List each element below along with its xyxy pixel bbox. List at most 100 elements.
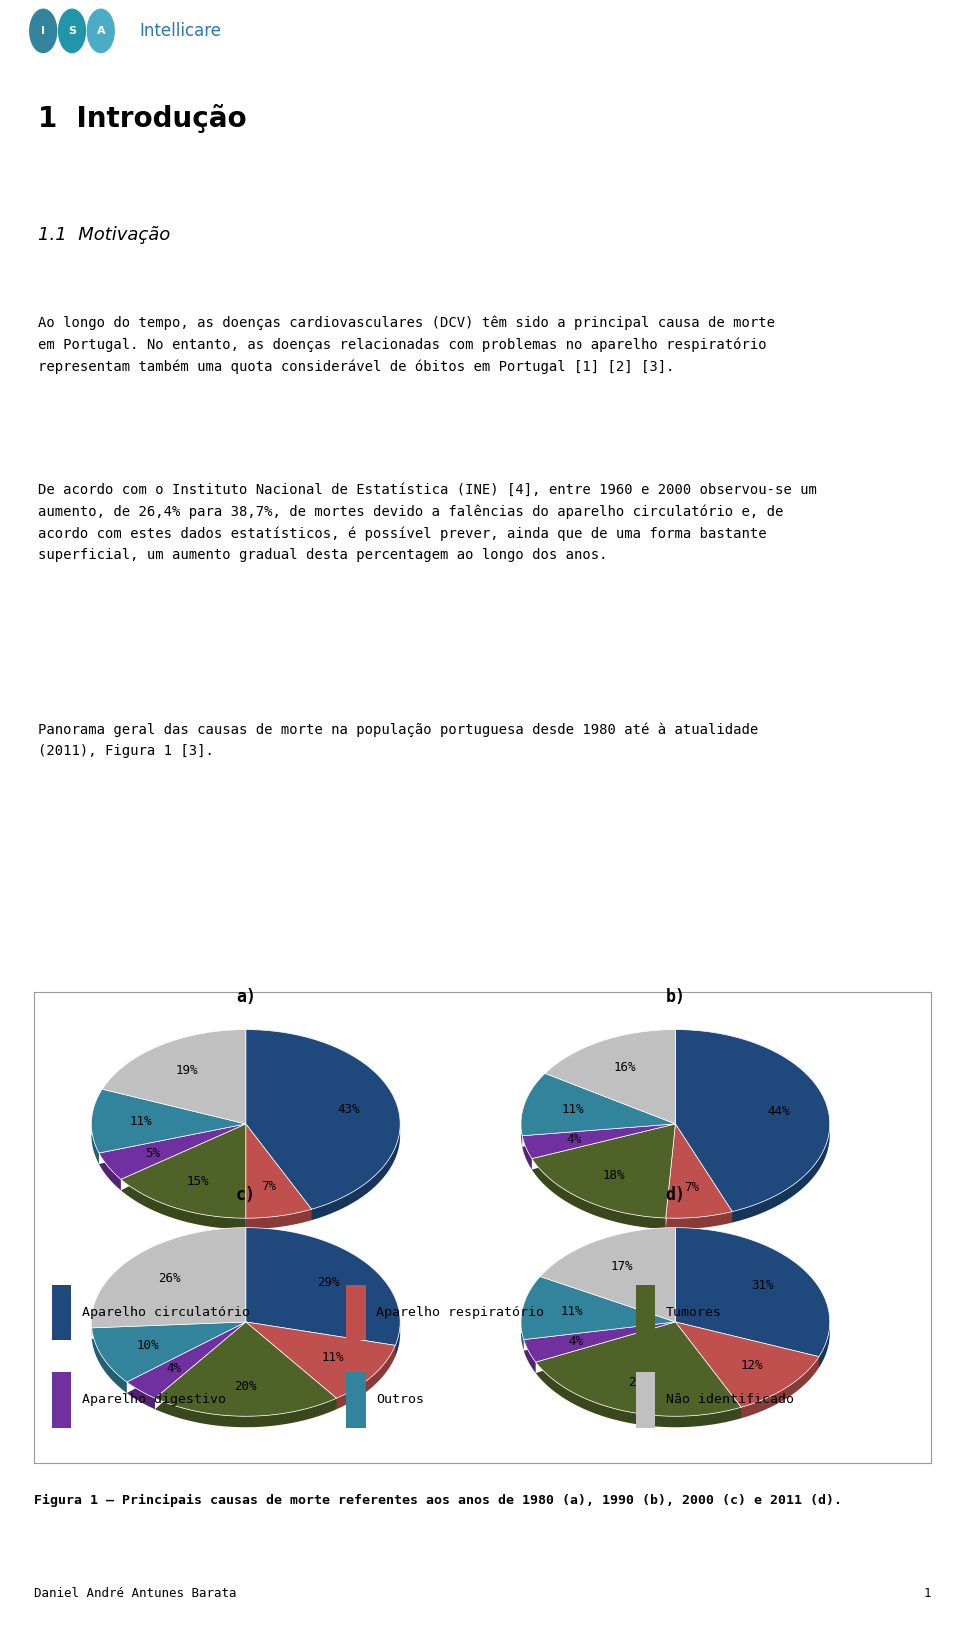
Polygon shape — [127, 1322, 246, 1398]
Text: Aparelho circulatório: Aparelho circulatório — [82, 1306, 250, 1319]
Text: 31%: 31% — [751, 1280, 774, 1293]
Text: A: A — [97, 26, 105, 36]
Title: b): b) — [665, 989, 685, 1006]
Text: 1: 1 — [924, 1587, 931, 1600]
Text: 19%: 19% — [176, 1065, 198, 1078]
Text: 18%: 18% — [603, 1169, 625, 1182]
Polygon shape — [536, 1322, 741, 1416]
Polygon shape — [246, 1124, 311, 1218]
Polygon shape — [155, 1327, 337, 1428]
Polygon shape — [665, 1124, 732, 1218]
Polygon shape — [676, 1327, 819, 1418]
Polygon shape — [676, 1322, 819, 1406]
Polygon shape — [524, 1322, 676, 1363]
Polygon shape — [102, 1029, 246, 1124]
Polygon shape — [676, 1228, 829, 1356]
Text: Ao longo do tempo, as doenças cardiovasculares (DCV) têm sido a principal causa : Ao longo do tempo, as doenças cardiovasc… — [38, 315, 776, 374]
Text: 44%: 44% — [767, 1106, 790, 1119]
Polygon shape — [246, 1322, 400, 1356]
Text: S: S — [68, 26, 76, 36]
Text: 20%: 20% — [234, 1379, 257, 1392]
Text: 15%: 15% — [187, 1174, 209, 1187]
Polygon shape — [121, 1124, 246, 1218]
Text: 10%: 10% — [137, 1340, 159, 1353]
Polygon shape — [121, 1130, 246, 1229]
Polygon shape — [246, 1228, 400, 1345]
Ellipse shape — [87, 10, 114, 52]
Text: 4%: 4% — [568, 1335, 583, 1348]
Text: 11%: 11% — [561, 1306, 583, 1319]
Text: 5%: 5% — [145, 1146, 159, 1159]
Text: 11%: 11% — [322, 1351, 344, 1364]
Text: 11%: 11% — [562, 1104, 585, 1117]
Polygon shape — [99, 1124, 246, 1179]
Text: De acordo com o Instituto Nacional de Estatística (INE) [4], entre 1960 e 2000 o: De acordo com o Instituto Nacional de Es… — [38, 483, 817, 563]
Polygon shape — [91, 1089, 246, 1153]
Title: c): c) — [236, 1185, 255, 1203]
Text: Panorama geral das causas de morte na população portuguesa desde 1980 até à atua: Panorama geral das causas de morte na po… — [38, 722, 758, 758]
Text: Tumores: Tumores — [666, 1306, 722, 1319]
Text: 26%: 26% — [158, 1272, 180, 1285]
Text: I: I — [41, 26, 45, 36]
Text: Outros: Outros — [376, 1393, 424, 1406]
Polygon shape — [676, 1324, 829, 1367]
Polygon shape — [246, 1127, 400, 1220]
Polygon shape — [521, 1124, 676, 1146]
Polygon shape — [676, 1125, 829, 1223]
Text: 4%: 4% — [566, 1133, 581, 1146]
Polygon shape — [91, 1124, 246, 1164]
Polygon shape — [246, 1327, 396, 1410]
Polygon shape — [246, 1130, 311, 1229]
Polygon shape — [536, 1327, 741, 1428]
Polygon shape — [522, 1124, 676, 1159]
Polygon shape — [246, 1322, 396, 1398]
Text: 29%: 29% — [318, 1276, 340, 1289]
Ellipse shape — [59, 10, 85, 52]
Polygon shape — [521, 1276, 676, 1340]
Polygon shape — [91, 1228, 246, 1328]
Title: a): a) — [236, 989, 255, 1006]
Polygon shape — [545, 1029, 676, 1124]
Text: Figura 1 – Principais causas de morte referentes aos anos de 1980 (a), 1990 (b),: Figura 1 – Principais causas de morte re… — [34, 1494, 842, 1507]
Polygon shape — [155, 1322, 337, 1416]
Polygon shape — [246, 1029, 400, 1210]
FancyBboxPatch shape — [636, 1372, 656, 1428]
Text: 7%: 7% — [261, 1180, 276, 1193]
FancyBboxPatch shape — [52, 1285, 71, 1340]
Text: Daniel André Antunes Barata: Daniel André Antunes Barata — [34, 1587, 236, 1600]
Text: 16%: 16% — [613, 1062, 636, 1075]
Text: 43%: 43% — [337, 1104, 359, 1117]
Text: 12%: 12% — [741, 1359, 763, 1372]
Polygon shape — [532, 1130, 676, 1229]
FancyBboxPatch shape — [636, 1285, 656, 1340]
Polygon shape — [532, 1124, 676, 1218]
Text: Não identificado: Não identificado — [666, 1393, 794, 1406]
Polygon shape — [91, 1322, 246, 1338]
Polygon shape — [99, 1130, 246, 1190]
FancyBboxPatch shape — [347, 1372, 366, 1428]
Text: 1.1  Motivação: 1.1 Motivação — [38, 226, 171, 244]
Polygon shape — [524, 1327, 676, 1372]
Polygon shape — [676, 1029, 829, 1211]
Text: 17%: 17% — [611, 1260, 634, 1273]
Polygon shape — [665, 1130, 732, 1229]
Polygon shape — [522, 1130, 676, 1169]
Ellipse shape — [30, 10, 57, 52]
FancyBboxPatch shape — [52, 1372, 71, 1428]
Polygon shape — [127, 1327, 246, 1410]
Polygon shape — [521, 1322, 676, 1351]
Text: 1  Introdução: 1 Introdução — [38, 104, 247, 133]
Title: d): d) — [665, 1185, 685, 1203]
Polygon shape — [521, 1073, 676, 1135]
Polygon shape — [92, 1322, 246, 1382]
Polygon shape — [92, 1327, 246, 1393]
FancyBboxPatch shape — [347, 1285, 366, 1340]
Text: 11%: 11% — [130, 1115, 152, 1128]
Text: 25%: 25% — [629, 1376, 651, 1389]
Polygon shape — [540, 1228, 676, 1322]
Text: 7%: 7% — [684, 1180, 699, 1193]
Text: Intellicare: Intellicare — [139, 21, 221, 41]
Text: Aparelho respiratório: Aparelho respiratório — [376, 1306, 544, 1319]
Text: Aparelho digestivo: Aparelho digestivo — [82, 1393, 226, 1406]
Text: 4%: 4% — [166, 1363, 181, 1376]
